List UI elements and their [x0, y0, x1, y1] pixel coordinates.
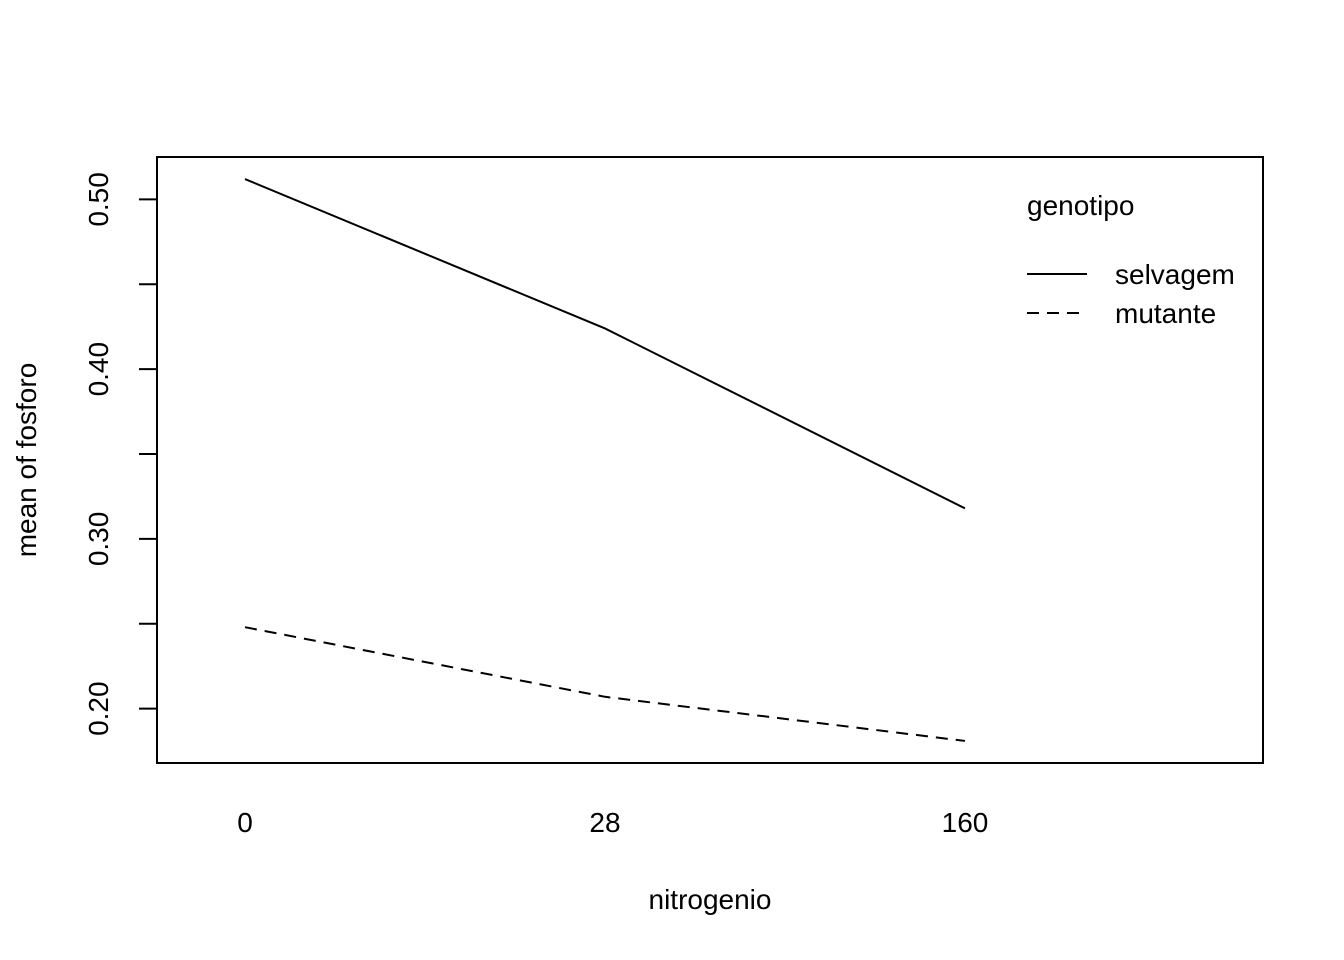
- plot-frame: [156, 156, 1264, 764]
- x-tick-label: 160: [942, 807, 989, 838]
- y-tick-label: 0.50: [83, 172, 114, 227]
- x-tick-label: 28: [589, 807, 620, 838]
- x-axis-label: nitrogenio: [649, 884, 772, 915]
- y-axis: 0.20 0.30 0.40 0.50: [83, 172, 158, 736]
- y-tick-label: 0.40: [83, 342, 114, 397]
- legend: genotipo selvagem mutante: [1027, 190, 1235, 329]
- y-axis-label: mean of fosforo: [11, 363, 42, 558]
- x-tick-label: 0: [237, 807, 253, 838]
- legend-label-mutante: mutante: [1115, 298, 1216, 329]
- y-tick-label: 0.30: [83, 512, 114, 567]
- legend-label-selvagem: selvagem: [1115, 259, 1235, 290]
- x-tick-labels: 0 28 160: [237, 807, 988, 838]
- legend-title: genotipo: [1027, 190, 1134, 221]
- series-line-mutante: [244, 626, 966, 742]
- y-tick-label: 0.20: [83, 681, 114, 736]
- series-lines: [244, 178, 966, 742]
- series-line-selvagem: [244, 178, 966, 510]
